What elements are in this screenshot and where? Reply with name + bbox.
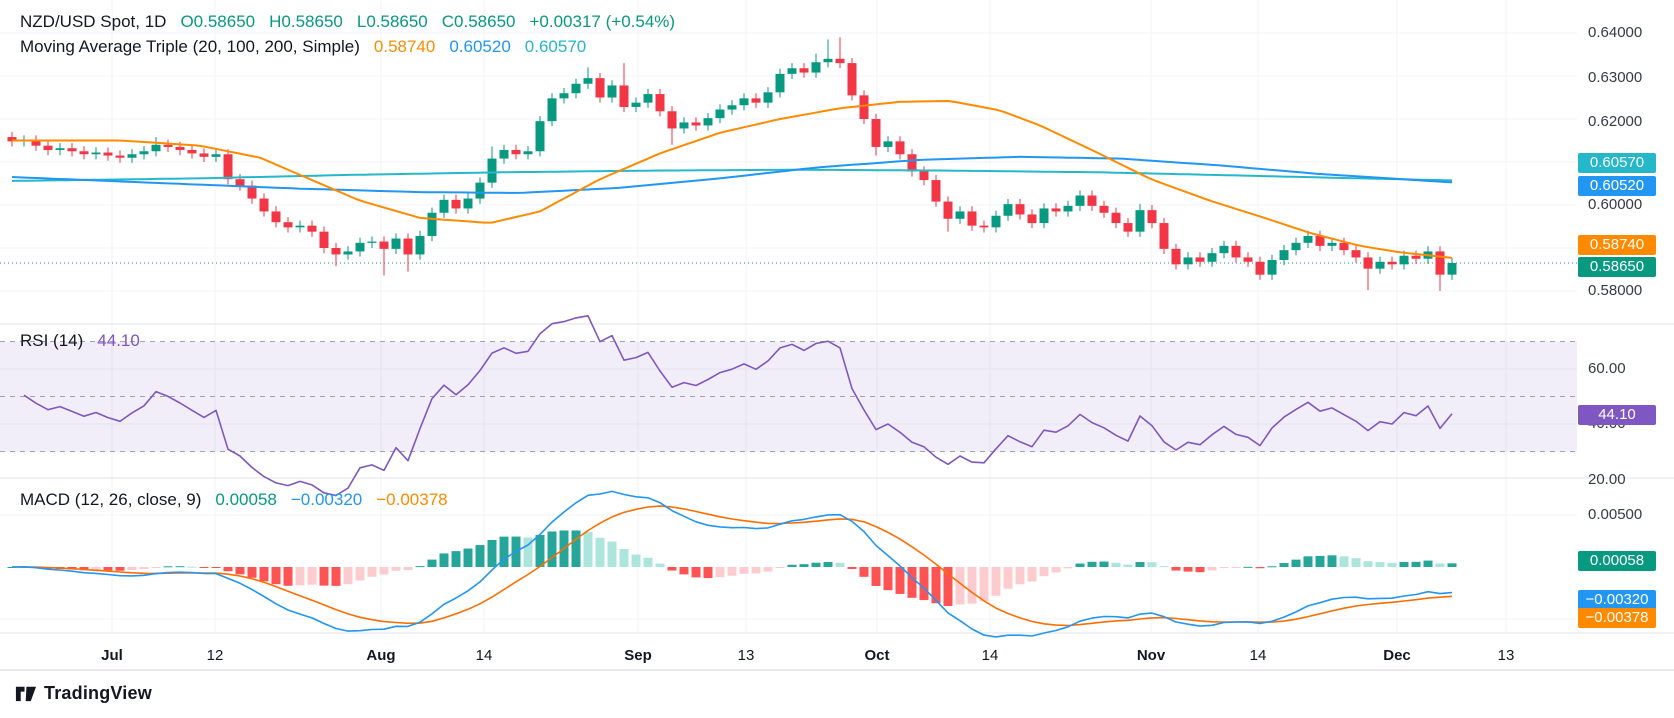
axis-time-label: Sep — [624, 647, 652, 664]
axis-price-label: 0.00500 — [1588, 506, 1643, 523]
legend-part: Moving Average Triple (20, 100, 200, Sim… — [20, 37, 360, 56]
legend-part: −0.00378 — [376, 490, 448, 509]
tradingview-icon — [15, 686, 37, 702]
legend-part: RSI (14) — [20, 331, 84, 350]
macd-plot — [7, 490, 1457, 638]
tradingview-logo[interactable]: TradingView — [14, 682, 152, 705]
axis-price-badge: 44.10 — [1578, 405, 1656, 425]
axis-time-label: 12 — [206, 647, 224, 664]
legend-part: NZD/USD Spot, 1D — [20, 12, 167, 31]
axis-price-badge: 0.60570 — [1578, 153, 1656, 173]
legend-part: H0.58650 — [269, 12, 343, 31]
axis-time-label: 14 — [981, 647, 999, 664]
axis-time-label: Oct — [864, 647, 890, 664]
panel-separators — [0, 323, 1674, 671]
axis-price-label: 0.64000 — [1588, 24, 1643, 41]
axis-price-label: 20.00 — [1588, 471, 1626, 488]
axis-price-label: 60.00 — [1588, 360, 1626, 377]
axis-price-label: 0.62000 — [1588, 113, 1643, 130]
legend-part: 0.00058 — [215, 490, 277, 509]
axis-price-badge: −0.00320 — [1578, 590, 1656, 610]
legend-part: 44.10 — [97, 331, 140, 350]
axis-price-label: 0.60000 — [1588, 196, 1643, 213]
legend-part: L0.58650 — [356, 12, 428, 31]
symbol-legend[interactable]: NZD/USD Spot, 1D O0.58650 H0.58650 L0.58650… — [20, 12, 689, 32]
legend-part: 0.60520 — [449, 37, 511, 56]
candlesticks — [7, 37, 1457, 291]
macd-legend[interactable]: MACD (12, 26, close, 9) 0.00058 −0.00320 −0… — [20, 490, 462, 510]
brand-text: TradingView — [44, 683, 152, 703]
axis-time-label: 13 — [737, 647, 755, 664]
legend-part: +0.00317 (+0.54%) — [529, 12, 676, 31]
axis-time-label: Nov — [1136, 647, 1166, 664]
rsi-band — [0, 341, 1577, 452]
axis-price-label: 0.58000 — [1588, 282, 1643, 299]
axis-price-label: 0.63000 — [1588, 69, 1643, 86]
axis-time-label: 14 — [475, 647, 493, 664]
ma-triple-legend[interactable]: Moving Average Triple (20, 100, 200, Sim… — [20, 37, 600, 57]
axis-price-badge: 0.58650 — [1578, 257, 1656, 277]
axis-price-badge: 0.58740 — [1578, 235, 1656, 255]
axis-time-label: Jul — [101, 647, 123, 664]
grid-lines — [0, 0, 1577, 633]
axis-time-label: Aug — [366, 647, 396, 664]
legend-part: C0.58650 — [441, 12, 516, 31]
legend-part: O0.58650 — [180, 12, 256, 31]
rsi-plot — [23, 314, 1453, 497]
axis-price-badge: −0.00378 — [1578, 608, 1656, 628]
moving-average-lines — [11, 100, 1453, 259]
rsi-legend[interactable]: RSI (14) 44.10 — [20, 331, 154, 351]
axis-price-badge: 0.00058 — [1578, 551, 1656, 571]
legend-part: 0.60570 — [524, 37, 587, 56]
legend-part: 0.58740 — [373, 37, 436, 56]
axis-time-label: 13 — [1497, 647, 1515, 664]
axis-time-label: 14 — [1249, 647, 1267, 664]
legend-part: MACD (12, 26, close, 9) — [20, 490, 202, 509]
legend-part: −0.00320 — [290, 490, 363, 509]
axis-price-badge: 0.60520 — [1578, 176, 1656, 196]
axis-time-label: Dec — [1383, 647, 1411, 664]
